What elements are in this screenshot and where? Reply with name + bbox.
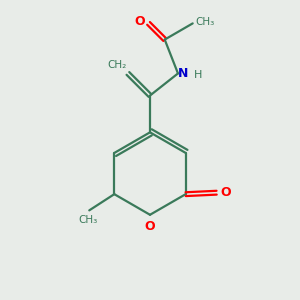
- Text: CH₃: CH₃: [78, 215, 98, 225]
- Text: O: O: [220, 186, 231, 199]
- Text: H: H: [194, 70, 202, 80]
- Text: CH₃: CH₃: [195, 17, 214, 27]
- Text: O: O: [134, 15, 145, 28]
- Text: N: N: [178, 67, 188, 80]
- Text: O: O: [145, 220, 155, 233]
- Text: CH₂: CH₂: [107, 60, 126, 70]
